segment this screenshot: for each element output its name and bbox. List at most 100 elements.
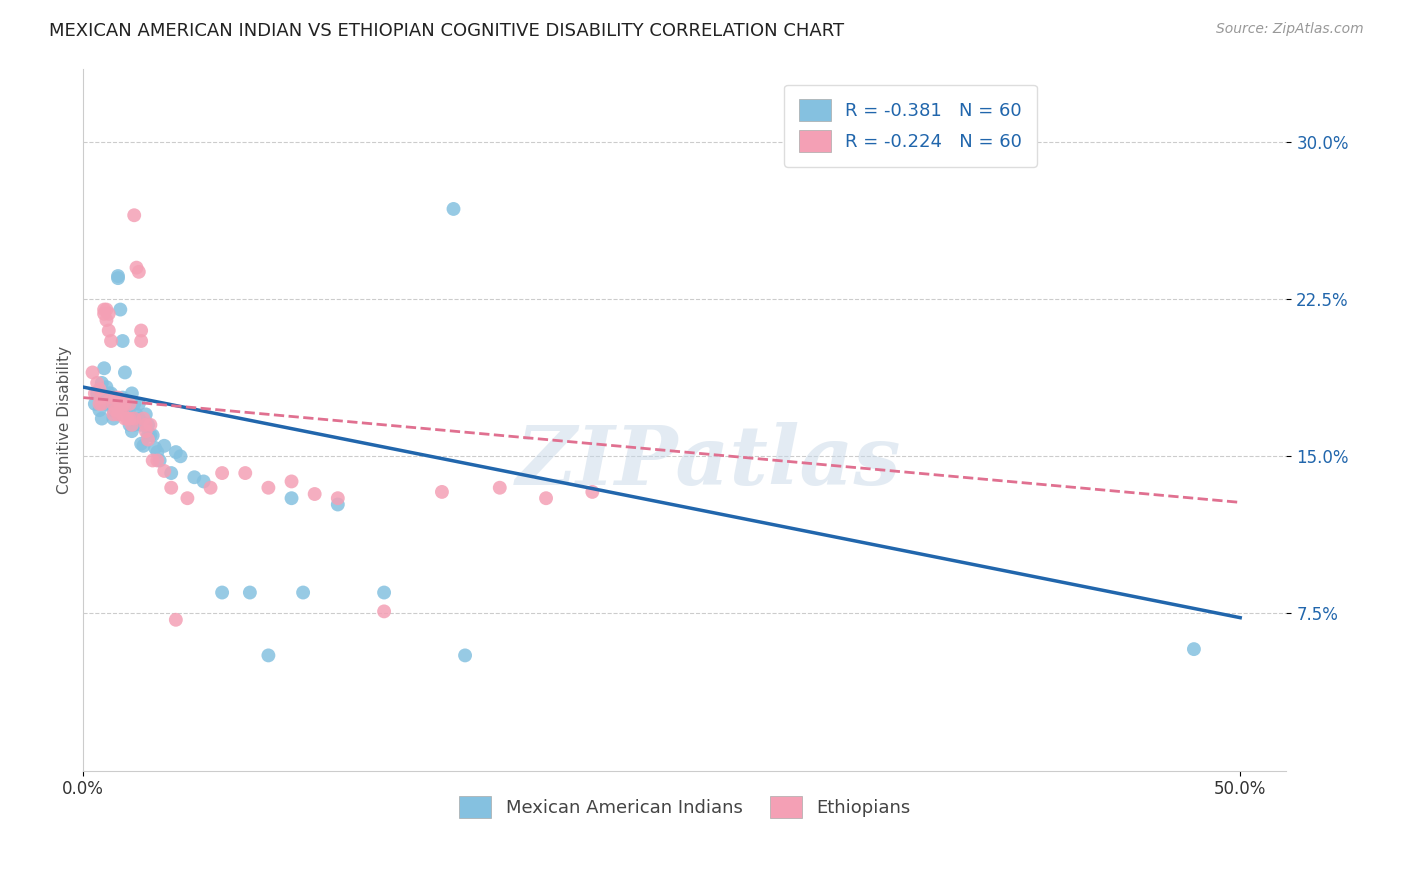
Point <box>211 466 233 480</box>
Point <box>136 433 159 447</box>
Point <box>114 397 136 411</box>
Point <box>132 439 155 453</box>
Point <box>128 411 150 425</box>
Point <box>104 397 127 411</box>
Point <box>122 208 145 222</box>
Point <box>107 408 129 422</box>
Text: ZIPatlas: ZIPatlas <box>516 422 901 501</box>
Point <box>149 453 172 467</box>
Point <box>90 391 112 405</box>
Point <box>100 391 122 405</box>
Point <box>97 386 120 401</box>
Point <box>169 450 191 464</box>
Point <box>326 491 349 506</box>
Text: MEXICAN AMERICAN INDIAN VS ETHIOPIAN COGNITIVE DISABILITY CORRELATION CHART: MEXICAN AMERICAN INDIAN VS ETHIOPIAN COG… <box>49 22 845 40</box>
Point <box>107 268 129 283</box>
Point <box>125 260 148 275</box>
Point <box>121 417 143 432</box>
Point <box>132 411 155 425</box>
Point <box>103 403 125 417</box>
Point <box>136 417 159 432</box>
Point <box>118 417 141 432</box>
Point <box>233 466 256 480</box>
Point <box>89 403 111 417</box>
Point <box>129 324 152 338</box>
Point <box>129 436 152 450</box>
Point <box>111 408 134 422</box>
Point <box>139 428 162 442</box>
Point <box>430 484 453 499</box>
Point <box>83 397 105 411</box>
Point <box>89 397 111 411</box>
Point <box>89 382 111 396</box>
Point <box>129 417 152 432</box>
Point <box>97 324 120 338</box>
Point <box>93 361 115 376</box>
Point <box>292 585 315 599</box>
Point <box>135 417 157 432</box>
Point <box>96 313 118 327</box>
Point <box>128 265 150 279</box>
Point <box>114 411 136 425</box>
Point <box>280 491 302 506</box>
Point <box>534 491 557 506</box>
Point <box>176 491 198 506</box>
Point <box>86 386 108 401</box>
Point <box>143 441 166 455</box>
Point <box>110 397 132 411</box>
Point <box>373 585 395 599</box>
Point <box>90 397 112 411</box>
Point <box>107 271 129 285</box>
Point <box>160 481 183 495</box>
Point <box>114 401 136 415</box>
Point <box>111 397 134 411</box>
Point <box>160 466 183 480</box>
Point <box>153 464 176 478</box>
Point <box>125 408 148 422</box>
Point <box>146 445 169 459</box>
Point <box>239 585 262 599</box>
Point <box>117 411 139 425</box>
Point <box>110 302 132 317</box>
Point <box>96 397 118 411</box>
Point <box>443 202 465 216</box>
Point <box>103 408 125 422</box>
Point <box>304 487 326 501</box>
Point <box>142 428 165 442</box>
Point <box>90 376 112 390</box>
Point <box>211 585 233 599</box>
Point <box>136 428 159 442</box>
Point <box>121 386 143 401</box>
Point <box>488 481 510 495</box>
Point <box>142 453 165 467</box>
Point <box>122 397 145 411</box>
Point <box>83 386 105 401</box>
Point <box>100 386 122 401</box>
Point <box>93 302 115 317</box>
Point <box>96 380 118 394</box>
Point <box>128 397 150 411</box>
Point <box>100 334 122 348</box>
Point <box>122 417 145 432</box>
Point <box>93 391 115 405</box>
Point <box>90 411 112 425</box>
Point <box>193 475 215 489</box>
Point <box>257 481 280 495</box>
Point <box>129 334 152 348</box>
Point <box>153 439 176 453</box>
Point <box>280 475 302 489</box>
Point <box>103 397 125 411</box>
Point <box>183 470 205 484</box>
Point <box>326 498 349 512</box>
Point <box>454 648 477 663</box>
Point <box>581 484 603 499</box>
Point <box>96 302 118 317</box>
Point <box>111 391 134 405</box>
Point <box>165 613 187 627</box>
Point <box>82 366 104 380</box>
Point <box>104 403 127 417</box>
Point <box>135 408 157 422</box>
Point <box>86 376 108 390</box>
Y-axis label: Cognitive Disability: Cognitive Disability <box>58 345 72 493</box>
Point <box>93 307 115 321</box>
